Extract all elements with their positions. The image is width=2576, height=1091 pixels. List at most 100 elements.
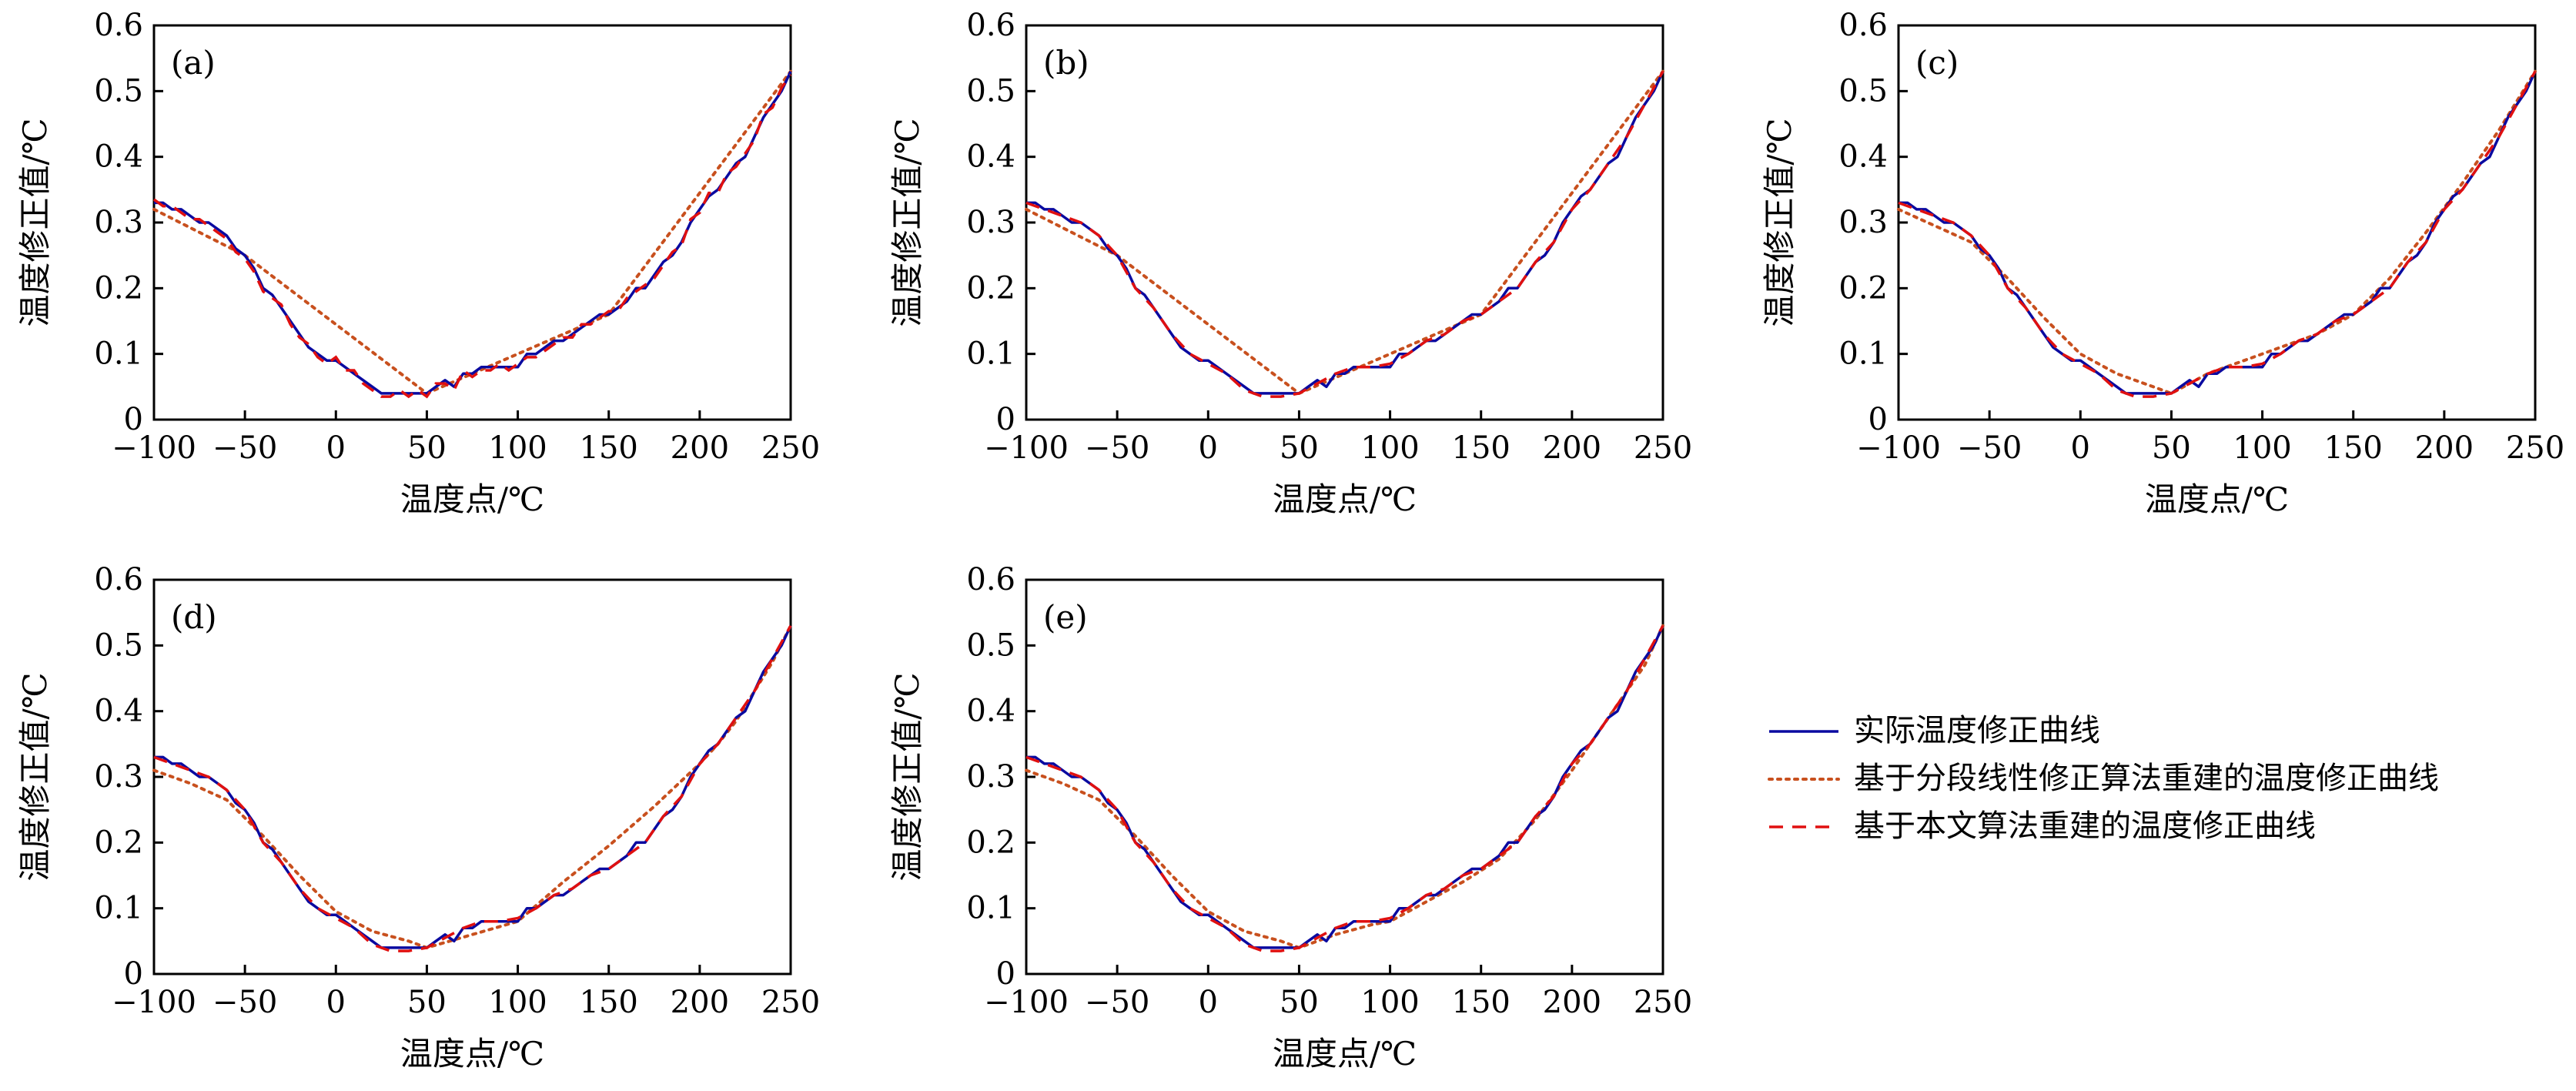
y-tick-label: 0.6 <box>966 8 1015 43</box>
x-tick-label: 250 <box>761 985 820 1020</box>
x-tick-label: −100 <box>984 985 1069 1020</box>
x-tick-label: −50 <box>1085 430 1149 466</box>
series-line-ours <box>1025 624 1664 952</box>
y-tick-label: 0.3 <box>94 205 143 240</box>
series-line-ours <box>1025 70 1664 398</box>
x-tick-label: 250 <box>761 430 820 466</box>
x-axis-label: 温度点/℃ <box>400 1035 544 1073</box>
panel-c: −100 −50 0 50 100 150 200 250 0 0.1 0.2 0.3 0.4 0.5 0.… <box>1761 8 2564 518</box>
y-tick-label: 0 <box>996 402 1015 437</box>
x-tick-label: 0 <box>326 985 346 1020</box>
y-tick-label: 0.6 <box>94 8 143 43</box>
x-tick-label: −100 <box>112 430 196 466</box>
x-tick-label: 250 <box>1634 430 1692 466</box>
panel-label: (e) <box>1043 598 1088 636</box>
panel-e: −100 −50 0 50 100 150 200 250 0 0.1 0.2 0.3 0.4 0.5 0.… <box>888 562 1692 1073</box>
series-line-piecewise <box>152 624 792 950</box>
x-tick-label: 150 <box>2324 430 2383 466</box>
y-tick-label: 0 <box>124 956 143 992</box>
y-tick-label: 0.3 <box>966 205 1015 240</box>
x-tick-label: 50 <box>407 430 447 466</box>
x-tick-label: 150 <box>1452 985 1510 1020</box>
x-tick-label: −100 <box>112 985 196 1020</box>
plot-frame <box>152 578 792 976</box>
series-line-ours <box>1898 70 2537 398</box>
series-line-actual <box>1026 70 1664 395</box>
y-tick-label: 0.5 <box>966 627 1015 663</box>
y-tick-label: 0 <box>124 402 143 437</box>
x-tick-label: 200 <box>671 985 729 1020</box>
series-line-actual <box>1026 624 1664 949</box>
panel-d: −100 −50 0 50 100 150 200 250 0 0.1 0.2 0.3 0.4 0.5 0.… <box>16 562 820 1073</box>
y-tick-label: 0.5 <box>1838 73 1888 109</box>
y-tick-label: 0.6 <box>94 562 143 597</box>
y-tick-label: 0.5 <box>94 73 143 109</box>
x-tick-label: 100 <box>2233 430 2291 466</box>
x-tick-label: 150 <box>580 985 638 1020</box>
x-tick-label: 0 <box>1199 430 1218 466</box>
y-axis-label: 温度修正值/℃ <box>888 118 926 326</box>
y-tick-label: 0.2 <box>966 825 1015 860</box>
x-tick-label: −50 <box>1085 985 1149 1020</box>
x-tick-label: 150 <box>580 430 638 466</box>
y-tick-label: 0.1 <box>94 891 143 926</box>
x-tick-label: −100 <box>1856 430 1941 466</box>
y-tick-label: 0.1 <box>94 336 143 372</box>
series-line-ours <box>153 624 792 952</box>
x-tick-label: 50 <box>2152 430 2191 466</box>
y-tick-label: 0.2 <box>1838 270 1888 306</box>
x-tick-label: 100 <box>1360 430 1419 466</box>
x-tick-label: 150 <box>1452 430 1510 466</box>
y-axis-label: 温度修正值/℃ <box>16 118 54 326</box>
x-tick-label: −50 <box>1957 430 2022 466</box>
panel-label: (c) <box>1915 44 1959 82</box>
x-tick-label: 50 <box>407 985 447 1020</box>
x-tick-label: 50 <box>1280 430 1319 466</box>
legend: 实际温度修正曲线 基于分段线性修正算法重建的温度修正曲线 基于本文算法重建的温度… <box>1768 713 2439 844</box>
series-line-piecewise <box>1897 69 2537 396</box>
x-tick-label: 200 <box>1543 985 1601 1020</box>
chart-panels: −100 −50 0 50 100 150 200 250 0 0.1 0.2 0.3 0.4 0.5 0.… <box>16 8 2564 1073</box>
y-axis-label: 温度修正值/℃ <box>16 672 54 881</box>
series-line-actual <box>154 624 792 949</box>
plot-frame <box>152 24 792 421</box>
series-line-piecewise <box>152 69 792 396</box>
y-tick-label: 0.2 <box>94 825 143 860</box>
y-tick-label: 0.4 <box>94 694 143 729</box>
y-tick-label: 0.3 <box>966 759 1015 795</box>
x-tick-label: −50 <box>212 985 277 1020</box>
x-axis-label: 温度点/℃ <box>1273 480 1417 518</box>
y-tick-label: 0.5 <box>94 627 143 663</box>
series-line-piecewise <box>1025 69 1664 396</box>
y-tick-label: 0.1 <box>966 336 1015 372</box>
panel-a: −100 −50 0 50 100 150 200 250 0 0.1 0.2 0.3 0.4 0.5 0.… <box>16 8 820 518</box>
x-tick-label: 50 <box>1280 985 1319 1020</box>
x-tick-label: −50 <box>212 430 277 466</box>
x-axis-label: 温度点/℃ <box>2145 480 2289 518</box>
x-tick-label: 100 <box>488 985 547 1020</box>
y-tick-label: 0.1 <box>1838 336 1888 372</box>
y-axis-label: 温度修正值/℃ <box>1761 118 1798 326</box>
y-tick-label: 0.2 <box>94 270 143 306</box>
y-tick-label: 0.4 <box>94 139 143 175</box>
series-line-piecewise <box>1025 624 1664 950</box>
y-tick-label: 0.5 <box>966 73 1015 109</box>
x-tick-label: 200 <box>671 430 729 466</box>
x-tick-label: 0 <box>326 430 346 466</box>
x-tick-label: 200 <box>1543 430 1601 466</box>
series-line-ours <box>152 74 792 399</box>
x-tick-label: −100 <box>984 430 1069 466</box>
panel-label: (b) <box>1043 44 1089 82</box>
panel-label: (d) <box>171 598 217 636</box>
series-line-actual <box>154 70 792 395</box>
x-axis-label: 温度点/℃ <box>400 480 544 518</box>
plot-frame <box>1897 24 2537 421</box>
y-tick-label: 0.4 <box>966 139 1015 175</box>
x-tick-label: 0 <box>1199 985 1218 1020</box>
x-tick-label: 0 <box>2071 430 2090 466</box>
x-tick-label: 250 <box>1634 985 1692 1020</box>
y-tick-label: 0 <box>996 956 1015 992</box>
y-tick-label: 0 <box>1868 402 1888 437</box>
y-tick-label: 0.1 <box>966 891 1015 926</box>
